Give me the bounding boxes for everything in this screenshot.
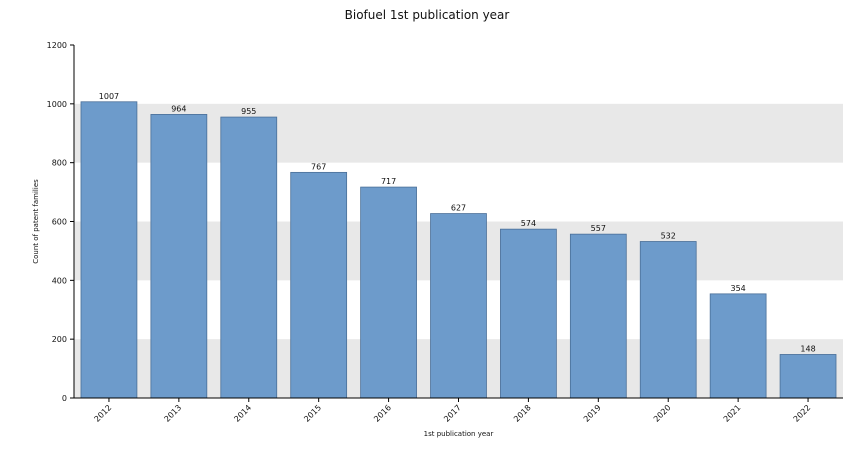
x-tick-label: 2018 [512,403,533,424]
bar [290,171,348,399]
bar [779,354,837,399]
y-tick-label: 0 [62,394,67,403]
data-label: 767 [311,162,326,171]
x-tick-label: 2017 [442,403,463,424]
bar [150,114,208,399]
bar [220,116,278,399]
x-axis-title: 1st publication year [424,430,494,438]
data-label: 574 [521,219,536,228]
data-label: 148 [800,344,815,353]
x-tick-label: 2015 [302,403,323,424]
x-tick-label: 2014 [232,403,253,424]
y-tick-label: 200 [52,335,67,344]
bar [80,101,138,399]
data-label: 532 [661,232,676,241]
bar [430,213,487,399]
x-tick-label: 2016 [372,403,393,424]
bar [569,233,627,399]
bars [80,101,837,399]
data-label: 557 [591,224,606,233]
x-tick-label: 2020 [652,403,673,424]
y-axis-title: Count of patent families [32,179,40,264]
x-tick-label: 2013 [163,403,184,424]
y-tick-label: 600 [52,218,67,227]
x-tick-label: 2012 [93,403,114,424]
y-tick-label: 400 [52,276,67,285]
bar [639,241,697,399]
data-label: 1007 [99,92,119,101]
bar [500,228,557,399]
data-label: 717 [381,177,396,186]
x-tick-label: 2019 [582,403,603,424]
data-label: 955 [241,107,256,116]
x-tick-label: 2022 [792,403,813,424]
data-label: 627 [451,204,466,213]
data-labels: 1007 964 955 767 717 627 574 557 532 354 148 [99,92,816,354]
chart-title: Biofuel 1st publication year [344,8,510,22]
bar [360,186,417,399]
y-tick-label: 1200 [47,41,67,50]
x-tick-label: 2021 [722,403,743,424]
data-label: 354 [730,284,745,293]
bar [709,293,767,399]
y-tick-label: 800 [52,159,67,168]
data-label: 964 [171,104,186,113]
y-tick-label: 1000 [47,100,67,109]
